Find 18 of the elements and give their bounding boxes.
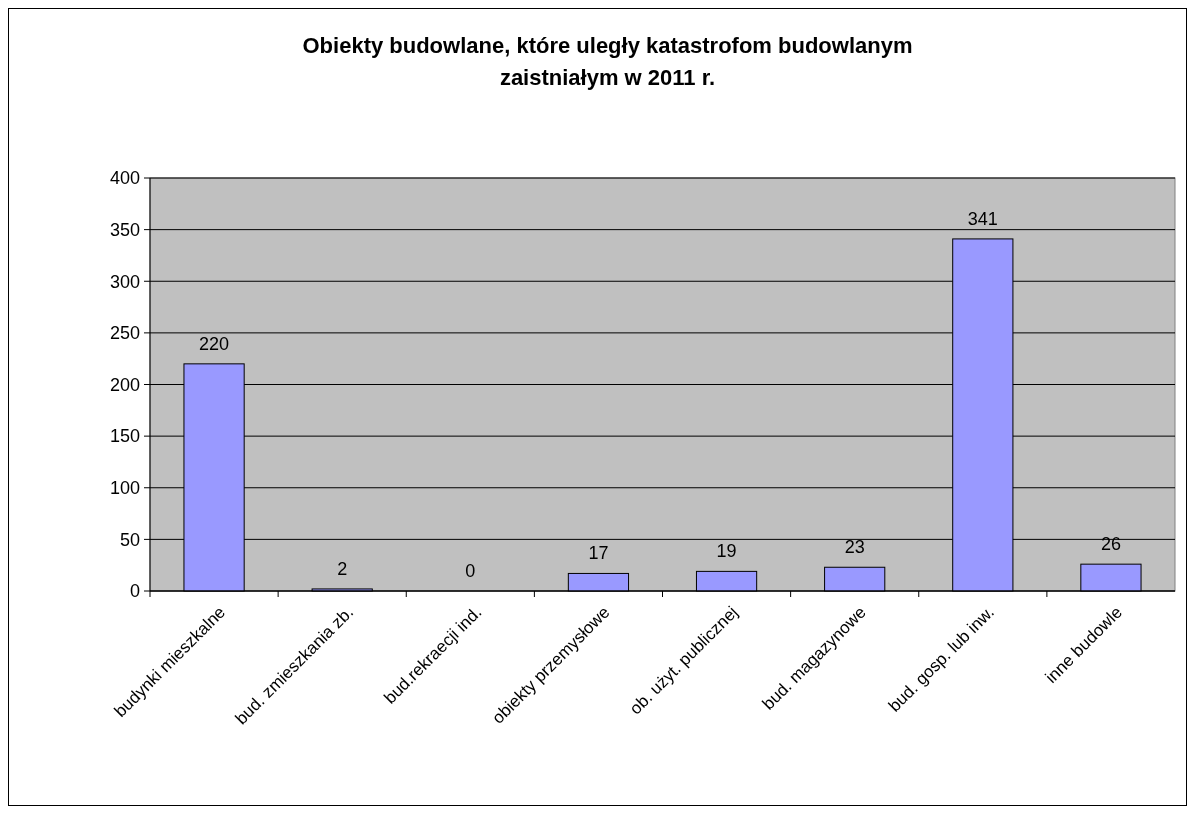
y-tick-label: 0	[129, 581, 140, 602]
y-tick-label: 250	[109, 323, 140, 344]
y-tick-label: 400	[109, 168, 140, 189]
data-label: 220	[199, 333, 230, 354]
data-label: 23	[844, 537, 865, 558]
y-tick-label: 350	[109, 219, 140, 240]
y-tick-label: 150	[109, 426, 140, 447]
data-label: 341	[967, 208, 998, 229]
y-tick-label: 300	[109, 271, 140, 292]
y-tick-label: 50	[119, 529, 140, 550]
data-label: 2	[337, 558, 348, 579]
chart-title: Obiekty budowlane, które uległy katastrofom budowlanym zaistniałym w 2011 r.	[302, 33, 913, 90]
data-label: 19	[716, 541, 737, 562]
data-label: 17	[588, 543, 609, 564]
data-label: 0	[465, 561, 476, 581]
y-tick-label: 200	[109, 374, 140, 395]
data-label: 26	[1100, 534, 1121, 555]
y-tick-label: 100	[109, 478, 140, 499]
